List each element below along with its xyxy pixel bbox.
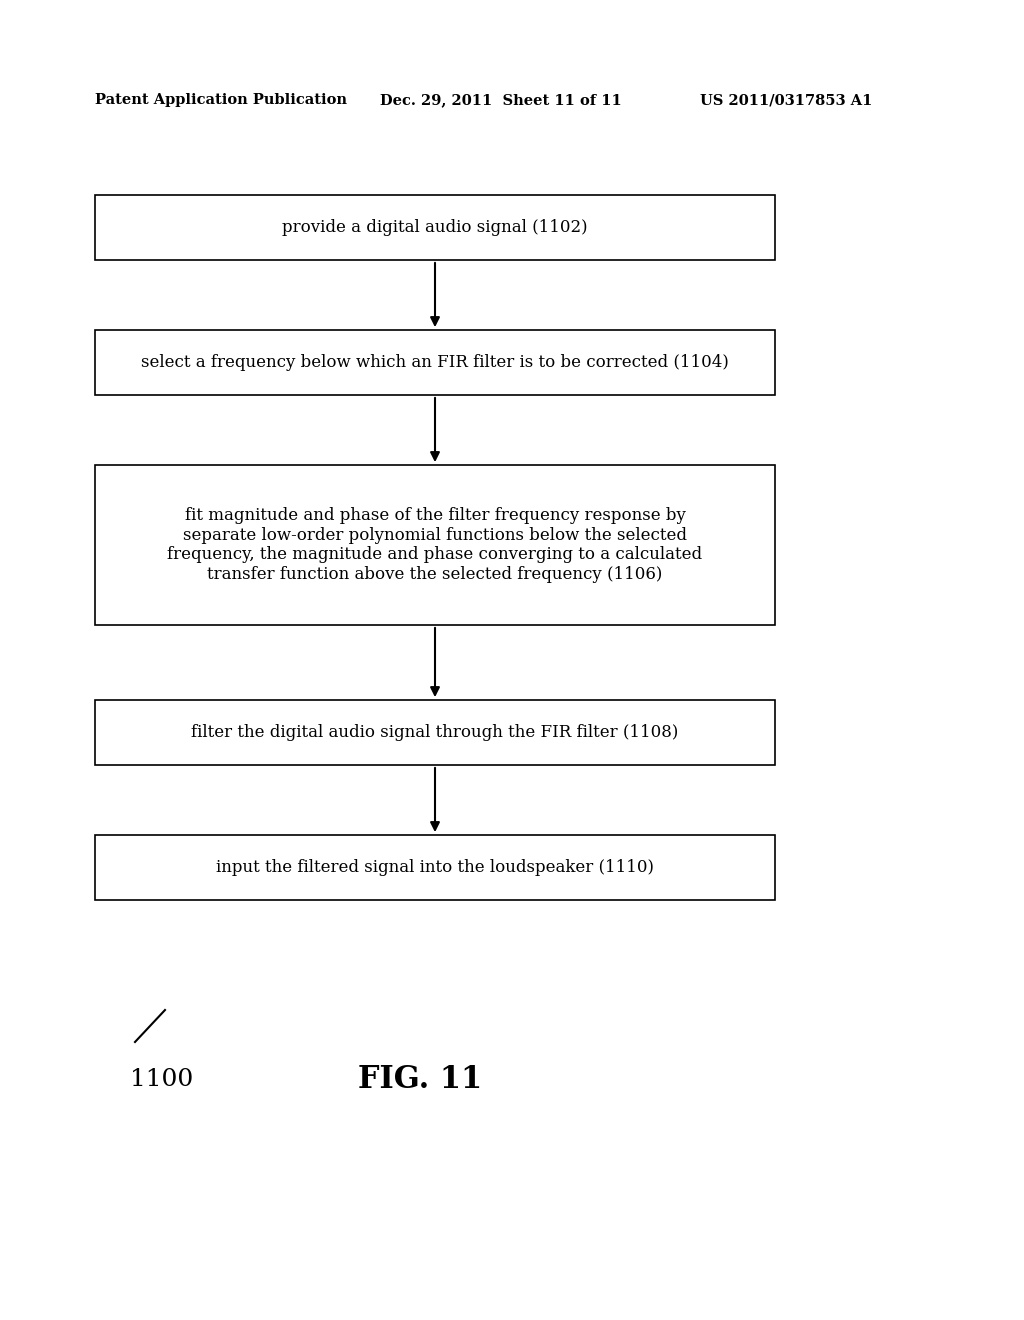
Text: FIG. 11: FIG. 11 <box>358 1064 482 1096</box>
Text: 1100: 1100 <box>130 1068 194 1092</box>
Text: Patent Application Publication: Patent Application Publication <box>95 92 347 107</box>
Bar <box>95 330 775 395</box>
Text: filter the digital audio signal through the FIR filter (1108): filter the digital audio signal through … <box>191 723 679 741</box>
Text: Dec. 29, 2011  Sheet 11 of 11: Dec. 29, 2011 Sheet 11 of 11 <box>380 92 622 107</box>
Bar <box>95 465 775 624</box>
Text: select a frequency below which an FIR filter is to be corrected (1104): select a frequency below which an FIR fi… <box>141 354 729 371</box>
Text: provide a digital audio signal (1102): provide a digital audio signal (1102) <box>283 219 588 236</box>
Bar <box>95 700 775 766</box>
Bar <box>95 836 775 900</box>
Text: input the filtered signal into the loudspeaker (1110): input the filtered signal into the louds… <box>216 859 654 876</box>
Text: US 2011/0317853 A1: US 2011/0317853 A1 <box>700 92 872 107</box>
Text: fit magnitude and phase of the filter frequency response by
separate low-order p: fit magnitude and phase of the filter fr… <box>168 507 702 583</box>
Bar <box>95 195 775 260</box>
